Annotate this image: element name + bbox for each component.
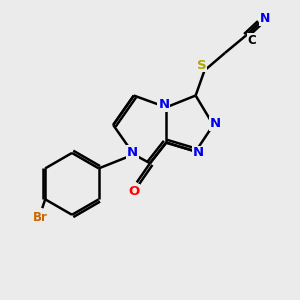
Text: N: N — [260, 12, 270, 25]
Text: N: N — [158, 98, 169, 111]
Text: N: N — [192, 146, 204, 159]
Text: N: N — [127, 146, 138, 159]
Text: O: O — [128, 185, 140, 198]
Text: Br: Br — [33, 212, 48, 224]
Text: C: C — [248, 34, 256, 47]
Text: S: S — [197, 59, 206, 72]
Text: N: N — [210, 117, 221, 130]
